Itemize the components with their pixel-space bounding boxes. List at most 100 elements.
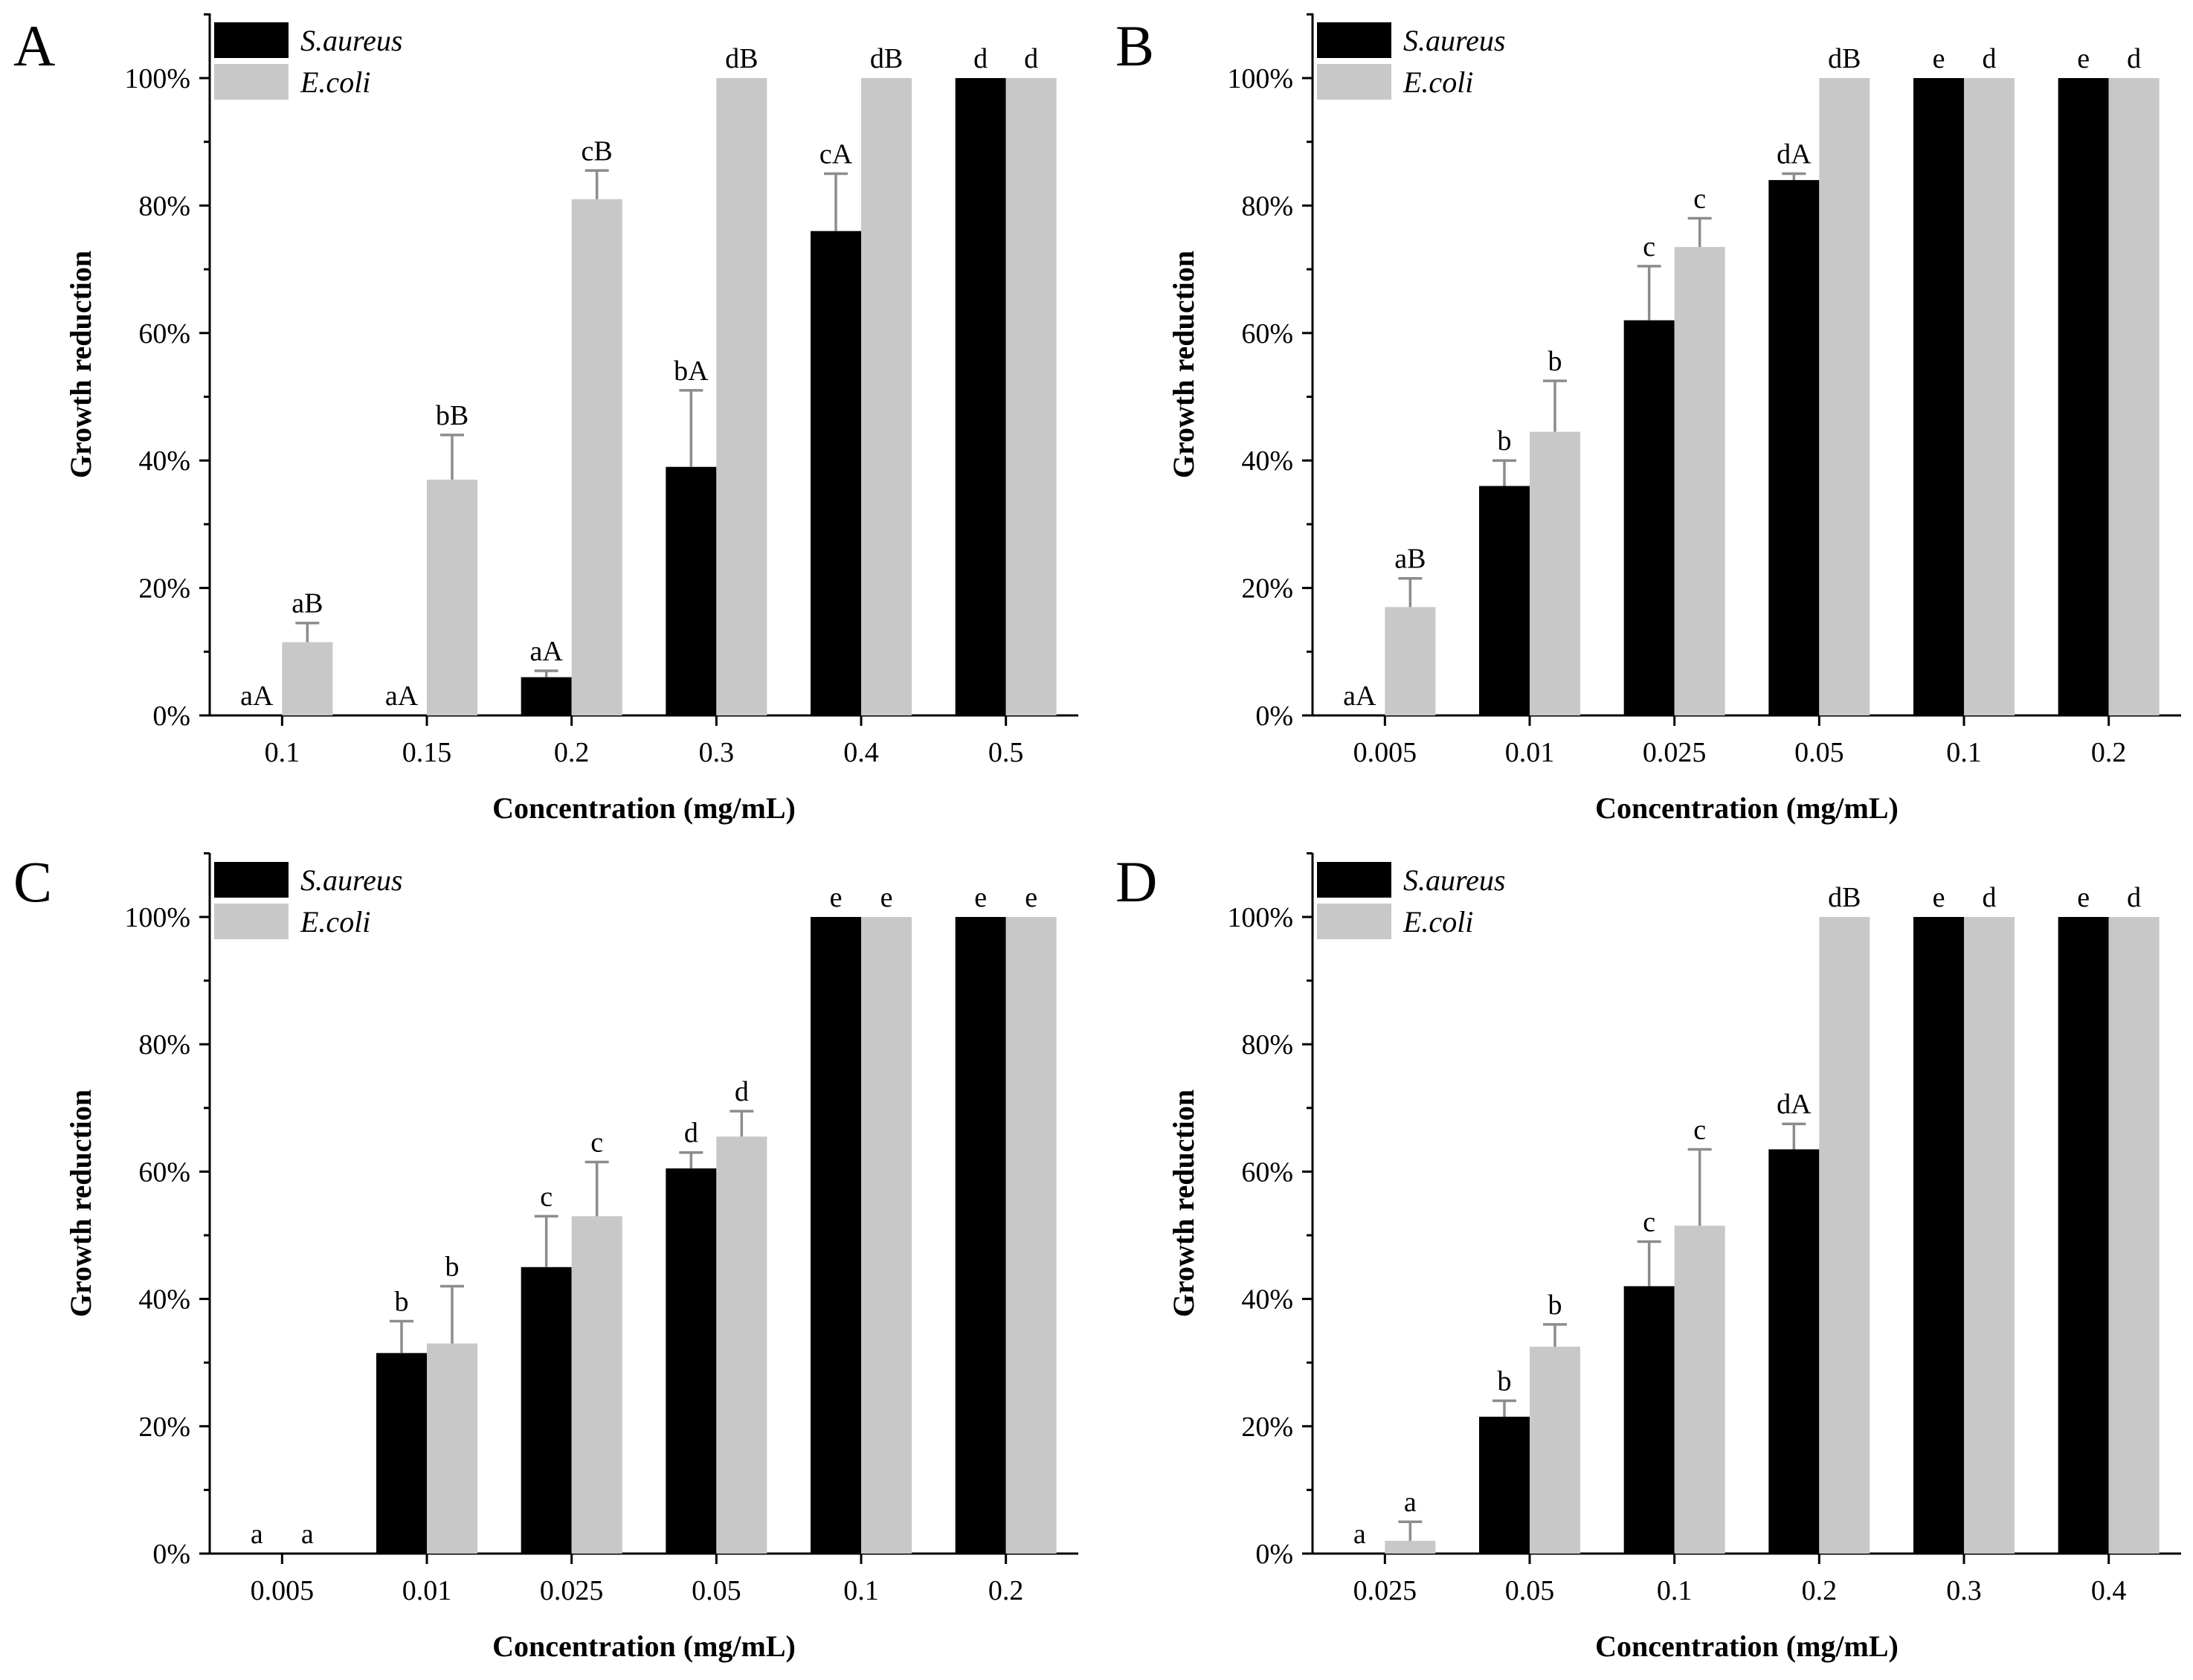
- significance-label: b: [1548, 346, 1562, 377]
- significance-label: bA: [674, 355, 709, 387]
- x-tick-label: 0.4: [2091, 1575, 2127, 1606]
- significance-label: c: [540, 1181, 553, 1212]
- y-tick-label: 20%: [138, 573, 190, 605]
- legend-swatch-ecoli: [1317, 904, 1391, 939]
- panel-letter: D: [1115, 849, 1157, 914]
- bar-ecoli: [282, 642, 333, 715]
- bar-ecoli: [1005, 917, 1057, 1554]
- bar-ecoli: [1530, 431, 1580, 715]
- panel-letter: B: [1115, 13, 1154, 78]
- significance-label: d: [973, 43, 988, 74]
- x-tick-label: 0.2: [988, 1575, 1024, 1606]
- significance-label: aA: [240, 680, 274, 712]
- x-tick-label: 0.05: [692, 1575, 741, 1606]
- y-tick-label: 60%: [1241, 1156, 1293, 1188]
- bar-saureus: [376, 1353, 427, 1554]
- legend-label-saureus: S.aureus: [300, 863, 402, 897]
- y-tick-label: 40%: [1241, 1284, 1293, 1316]
- legend-swatch-ecoli: [214, 904, 289, 939]
- bar-saureus: [2058, 78, 2109, 715]
- legend-label-saureus: S.aureus: [1403, 863, 1505, 897]
- significance-label: b: [395, 1287, 409, 1318]
- significance-label: c: [1643, 231, 1655, 263]
- legend-swatch-saureus: [214, 22, 289, 58]
- significance-label: dA: [1777, 139, 1812, 170]
- significance-label: e: [1933, 882, 1945, 913]
- bar-ecoli: [716, 78, 767, 715]
- panel-letter: C: [13, 849, 52, 914]
- y-tick-label: 80%: [138, 1029, 190, 1061]
- y-tick-label: 60%: [1241, 318, 1293, 350]
- x-tick-label: 0.05: [1505, 1575, 1555, 1606]
- y-tick-label: 0%: [152, 701, 190, 732]
- x-tick-label: 0.2: [1802, 1575, 1838, 1606]
- significance-label: aA: [530, 636, 564, 667]
- significance-label: aB: [1394, 544, 1426, 575]
- legend-swatch-ecoli: [214, 64, 289, 100]
- x-tick-label: 0.005: [1353, 737, 1417, 768]
- bar-ecoli: [1530, 1346, 1580, 1554]
- y-tick-label: 80%: [1241, 1029, 1293, 1061]
- bar-ecoli: [2108, 78, 2160, 715]
- bar-ecoli: [571, 199, 622, 716]
- bar-ecoli: [1385, 607, 1436, 715]
- y-axis-title: Growth reduction: [64, 251, 97, 478]
- bar-ecoli: [716, 1136, 767, 1554]
- panel-c: C 0% 20% 40% 60% 80% 100% 0.005 a a 0.01 b b 0.025 c c 0…: [13, 849, 1078, 1663]
- bar-ecoli: [1674, 247, 1725, 716]
- significance-label: dB: [725, 43, 758, 74]
- bar-saureus: [1479, 1416, 1530, 1554]
- significance-label: bB: [436, 400, 468, 431]
- x-tick-label: 0.025: [1643, 737, 1707, 768]
- significance-label: dA: [1777, 1089, 1812, 1120]
- x-axis-title: Concentration (mg/mL): [1595, 1629, 1899, 1663]
- x-tick-label: 0.3: [1946, 1575, 1982, 1606]
- y-tick-label: 0%: [1255, 1539, 1293, 1570]
- x-axis-title: Concentration (mg/mL): [492, 791, 796, 825]
- x-tick-label: 0.1: [265, 737, 300, 768]
- y-tick-label: 40%: [138, 1284, 190, 1316]
- legend-swatch-ecoli: [1317, 64, 1391, 100]
- significance-label: e: [1025, 882, 1037, 913]
- bar-saureus: [1623, 320, 1675, 715]
- significance-label: aA: [385, 680, 419, 712]
- x-tick-label: 0.05: [1794, 737, 1844, 768]
- x-tick-label: 0.3: [699, 737, 735, 768]
- legend-swatch-saureus: [214, 862, 289, 898]
- significance-label: a: [1404, 1487, 1417, 1518]
- legend-label-ecoli: E.coli: [1403, 65, 1473, 99]
- bar-saureus: [2058, 917, 2109, 1554]
- bar-ecoli: [1819, 78, 1870, 715]
- legend-label-saureus: S.aureus: [300, 24, 402, 57]
- significance-label: b: [1498, 425, 1512, 457]
- significance-label: aB: [292, 588, 323, 619]
- y-tick-label: 20%: [138, 1412, 190, 1443]
- y-tick-label: 60%: [138, 1156, 190, 1188]
- significance-label: cA: [819, 139, 853, 170]
- significance-label: c: [1693, 184, 1706, 215]
- significance-label: dB: [870, 43, 903, 74]
- significance-label: e: [974, 882, 987, 913]
- y-tick-label: 80%: [138, 190, 190, 222]
- bar-saureus: [955, 78, 1006, 715]
- legend-swatch-saureus: [1317, 862, 1391, 898]
- legend-label-ecoli: E.coli: [300, 65, 370, 99]
- x-tick-label: 0.1: [1657, 1575, 1693, 1606]
- bar-ecoli: [1674, 1226, 1725, 1554]
- legend-label-ecoli: E.coli: [1403, 905, 1473, 939]
- bar-saureus: [1768, 180, 1820, 715]
- significance-label: e: [1933, 43, 1945, 74]
- bar-saureus: [666, 466, 717, 715]
- panel-a: A 0% 20% 40% 60% 80% 100% 0.1 aA aB 0.15 aA bB 0.2 aA c…: [13, 13, 1078, 825]
- y-axis-title: Growth reduction: [64, 1090, 97, 1317]
- y-tick-label: 20%: [1241, 1412, 1293, 1443]
- y-tick-label: 0%: [152, 1539, 190, 1570]
- significance-label: b: [1498, 1366, 1512, 1397]
- panel-letter: A: [13, 13, 55, 78]
- x-tick-label: 0.025: [540, 1575, 604, 1606]
- panel-b: B 0% 20% 40% 60% 80% 100% 0.005 aA aB 0.01 b b 0.025 c…: [1115, 13, 2181, 825]
- bar-ecoli: [1964, 78, 2015, 715]
- significance-label: d: [1983, 882, 1997, 913]
- x-tick-label: 0.2: [2091, 737, 2127, 768]
- y-tick-label: 100%: [124, 63, 190, 94]
